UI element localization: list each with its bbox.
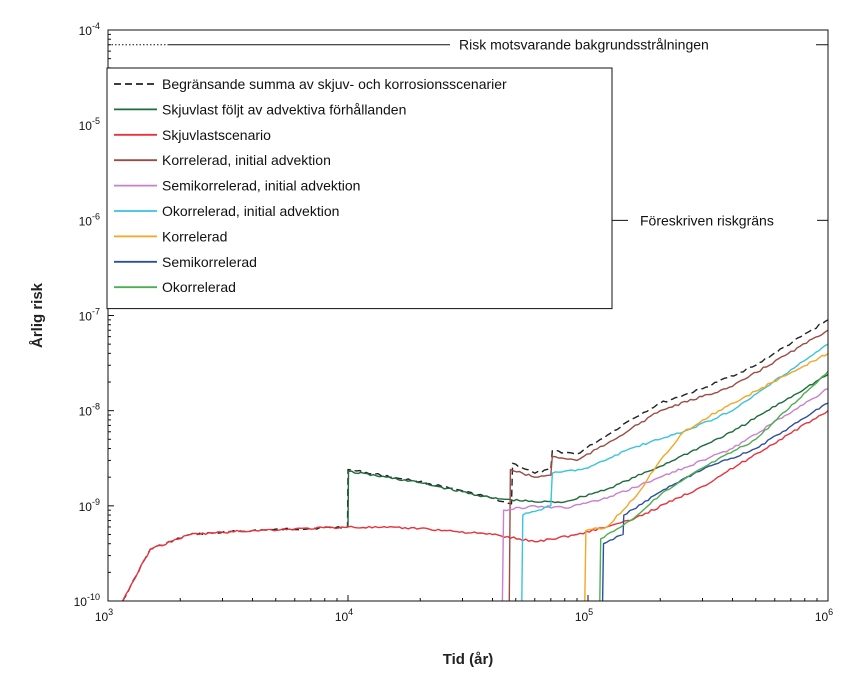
x-tick-label: 105: [575, 607, 593, 624]
legend-entry: Korrelerad, initial advektion: [162, 152, 331, 168]
series-layer: [121, 319, 829, 602]
x-tick-label: 106: [815, 607, 833, 624]
series-line: [347, 373, 829, 527]
y-tick-label: 10-10: [74, 592, 100, 609]
legend-entry: Korrelerad: [162, 228, 227, 244]
x-axis-title: Tid (år): [443, 651, 494, 668]
series-line: [508, 329, 829, 602]
reference-line-label: Föreskriven riskgräns: [640, 212, 774, 228]
reference-line-label: Risk motsvarande bakgrundsstrålningen: [459, 37, 709, 53]
legend-entry: Semikorrelerad, initial advektion: [162, 178, 360, 194]
x-tick-label: 104: [335, 607, 353, 624]
legend-entry: Okorrelerad: [162, 279, 236, 295]
legend-entry: Semikorrelerad: [162, 254, 257, 270]
legend-box: [106, 67, 613, 310]
y-tick-label: 10-5: [79, 116, 100, 133]
series-line: [599, 370, 829, 602]
y-axis-title: Årlig risk: [29, 282, 46, 348]
axis-ticks: 103 104 105 106 10-4 10-5 10-6 10-7 10-8 10-9 10-1…: [74, 21, 834, 624]
y-tick-label: 10-6: [79, 211, 100, 228]
y-tick-label: 10-9: [79, 497, 100, 514]
legend-entry: Skjuvlast följt av advektiva förhållande…: [162, 101, 406, 117]
series-line: [521, 343, 829, 602]
legend: Begränsande summa av skjuv- och korrosio…: [106, 67, 613, 310]
series-line: [601, 402, 829, 602]
x-tick-label: 103: [95, 607, 113, 624]
y-tick-label: 10-8: [79, 402, 100, 419]
legend-entry: Skjuvlastscenario: [162, 127, 271, 143]
legend-entry: Okorrelerad, initial advektion: [162, 203, 339, 219]
series-line: [584, 352, 829, 602]
series-line: [121, 410, 829, 602]
legend-entry: Begränsande summa av skjuv- och korrosio…: [162, 76, 507, 92]
y-tick-label: 10-7: [79, 307, 100, 324]
y-tick-label: 10-4: [79, 21, 100, 38]
